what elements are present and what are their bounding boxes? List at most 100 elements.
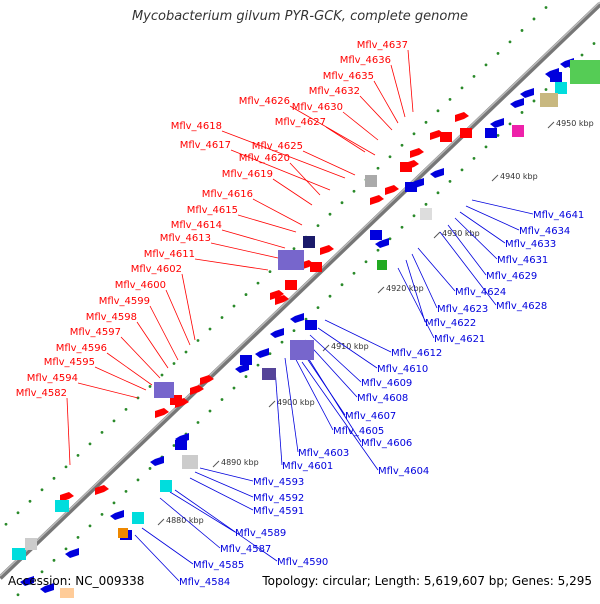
gene-label[interactable]: Mflv_4595	[44, 357, 95, 368]
forward-gene-arrow[interactable]	[200, 375, 214, 385]
reverse-gene-box[interactable]	[405, 182, 417, 192]
reverse-gene-box[interactable]	[240, 355, 252, 365]
gene-label[interactable]: Mflv_4601	[282, 461, 333, 472]
forward-gene-arrow[interactable]	[95, 485, 109, 495]
gene-label[interactable]: Mflv_4620	[239, 153, 290, 164]
gene-label[interactable]: Mflv_4597	[70, 327, 121, 338]
gene-label[interactable]: Mflv_4590	[277, 557, 328, 568]
forward-gene-arrow[interactable]	[155, 408, 169, 418]
forward-gene-arrow[interactable]	[320, 245, 334, 255]
reverse-gene-box[interactable]	[305, 320, 317, 330]
reverse-gene-box[interactable]	[175, 440, 187, 450]
gene-label[interactable]: Mflv_4633	[505, 239, 556, 250]
reverse-gene-arrow[interactable]	[235, 363, 249, 373]
gene-feature[interactable]	[182, 455, 198, 469]
gene-feature[interactable]	[25, 538, 37, 550]
forward-gene-arrow[interactable]	[370, 195, 384, 205]
gene-feature[interactable]	[12, 548, 26, 560]
gene-label[interactable]: Mflv_4612	[391, 348, 442, 359]
gene-label[interactable]: Mflv_4582	[16, 388, 67, 399]
reverse-gene-arrow[interactable]	[40, 583, 54, 593]
reverse-gene-arrow[interactable]	[490, 118, 504, 128]
gene-label[interactable]: Mflv_4624	[455, 287, 506, 298]
gene-label[interactable]: Mflv_4592	[253, 493, 304, 504]
gene-feature[interactable]	[55, 500, 69, 512]
gene-label[interactable]: Mflv_4626	[239, 96, 290, 107]
forward-gene-arrow[interactable]	[385, 185, 399, 195]
reverse-gene-arrow[interactable]	[270, 328, 284, 338]
gene-label[interactable]: Mflv_4635	[323, 71, 374, 82]
gene-label[interactable]: Mflv_4622	[425, 318, 476, 329]
gene-feature[interactable]	[154, 382, 174, 398]
gene-feature[interactable]	[160, 480, 172, 492]
gene-feature[interactable]	[262, 368, 276, 380]
gene-feature[interactable]	[512, 125, 524, 137]
gene-label[interactable]: Mflv_4634	[519, 226, 570, 237]
gene-label[interactable]: Mflv_4594	[27, 373, 78, 384]
gene-label[interactable]: Mflv_4605	[333, 426, 384, 437]
gene-label[interactable]: Mflv_4615	[187, 205, 238, 216]
gene-label[interactable]: Mflv_4616	[202, 189, 253, 200]
gene-feature[interactable]	[555, 82, 567, 94]
gene-feature[interactable]	[303, 236, 315, 248]
reverse-gene-arrow[interactable]	[510, 98, 524, 108]
gene-label[interactable]: Mflv_4610	[377, 364, 428, 375]
gene-feature[interactable]	[290, 340, 314, 360]
forward-gene-box[interactable]	[460, 128, 472, 138]
forward-gene-box[interactable]	[440, 132, 452, 142]
gene-label[interactable]: Mflv_4637	[357, 40, 408, 51]
gene-feature[interactable]	[118, 528, 128, 538]
reverse-gene-arrow[interactable]	[150, 456, 164, 466]
forward-gene-box[interactable]	[310, 262, 322, 272]
gene-label[interactable]: Mflv_4606	[361, 438, 412, 449]
gene-label[interactable]: Mflv_4636	[340, 55, 391, 66]
reverse-gene-arrow[interactable]	[110, 510, 124, 520]
gene-feature[interactable]	[420, 208, 432, 220]
gene-label[interactable]: Mflv_4641	[533, 210, 584, 221]
gene-feature[interactable]	[365, 175, 377, 187]
gene-label[interactable]: Mflv_4629	[486, 271, 537, 282]
gene-label[interactable]: Mflv_4596	[56, 343, 107, 354]
reverse-gene-arrow[interactable]	[290, 313, 304, 323]
gene-label[interactable]: Mflv_4623	[437, 304, 488, 315]
gene-features[interactable]	[12, 58, 600, 598]
forward-gene-arrow[interactable]	[60, 492, 74, 502]
gene-label[interactable]: Mflv_4593	[253, 477, 304, 488]
gene-label[interactable]: Mflv_4628	[496, 301, 547, 312]
gene-label[interactable]: Mflv_4599	[99, 296, 150, 307]
gene-feature[interactable]	[132, 512, 144, 524]
forward-gene-arrow[interactable]	[455, 112, 469, 122]
gene-label[interactable]: Mflv_4607	[345, 411, 396, 422]
gene-label[interactable]: Mflv_4632	[309, 86, 360, 97]
reverse-gene-box[interactable]	[370, 230, 382, 240]
gene-label[interactable]: Mflv_4591	[253, 506, 304, 517]
gene-label[interactable]: Mflv_4625	[252, 141, 303, 152]
reverse-gene-box[interactable]	[485, 128, 497, 138]
gene-feature[interactable]	[60, 588, 74, 598]
reverse-gene-arrow[interactable]	[430, 168, 444, 178]
gene-label[interactable]: Mflv_4630	[292, 102, 343, 113]
gene-label[interactable]: Mflv_4602	[131, 264, 182, 275]
forward-gene-box[interactable]	[400, 162, 412, 172]
gene-label[interactable]: Mflv_4585	[193, 560, 244, 571]
reverse-gene-arrow[interactable]	[255, 348, 269, 358]
gene-feature[interactable]	[377, 260, 387, 270]
gene-label[interactable]: Mflv_4609	[361, 378, 412, 389]
gene-label[interactable]: Mflv_4617	[180, 140, 231, 151]
forward-gene-arrow[interactable]	[410, 148, 424, 158]
gene-label[interactable]: Mflv_4618	[171, 121, 222, 132]
gene-label[interactable]: Mflv_4604	[378, 466, 429, 477]
reverse-gene-box[interactable]	[550, 72, 562, 82]
gene-label[interactable]: Mflv_4589	[235, 528, 286, 539]
gene-label[interactable]: Mflv_4621	[434, 334, 485, 345]
gene-label[interactable]: Mflv_4598	[86, 312, 137, 323]
reverse-gene-arrow[interactable]	[20, 576, 34, 586]
forward-gene-box[interactable]	[285, 280, 297, 290]
gene-feature[interactable]	[540, 93, 558, 107]
gene-label[interactable]: Mflv_4603	[298, 448, 349, 459]
reverse-gene-arrow[interactable]	[520, 88, 534, 98]
forward-gene-box[interactable]	[170, 395, 182, 405]
gene-feature[interactable]	[278, 250, 304, 270]
